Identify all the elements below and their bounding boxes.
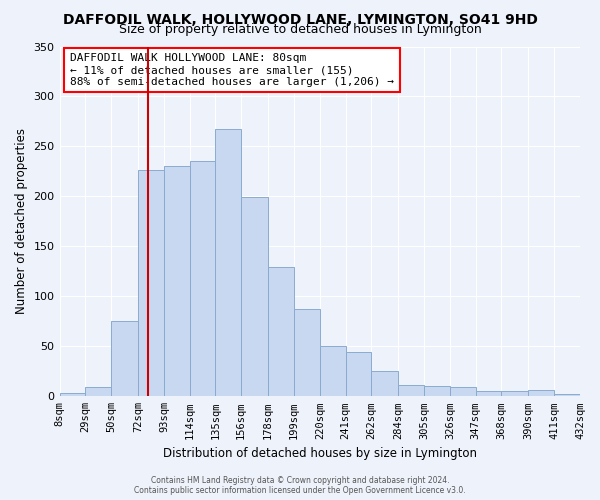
Bar: [241, 198, 268, 396]
Bar: [476, 392, 502, 396]
Bar: [424, 386, 450, 396]
Bar: [554, 394, 580, 396]
Bar: [138, 170, 164, 396]
Bar: [398, 386, 424, 396]
Text: Contains HM Land Registry data © Crown copyright and database right 2024.
Contai: Contains HM Land Registry data © Crown c…: [134, 476, 466, 495]
Text: DAFFODIL WALK, HOLLYWOOD LANE, LYMINGTON, SO41 9HD: DAFFODIL WALK, HOLLYWOOD LANE, LYMINGTON…: [62, 12, 538, 26]
Bar: [450, 388, 476, 396]
Bar: [320, 346, 346, 397]
Bar: [85, 388, 111, 396]
X-axis label: Distribution of detached houses by size in Lymington: Distribution of detached houses by size …: [163, 447, 477, 460]
Bar: [111, 322, 138, 396]
Bar: [215, 130, 241, 396]
Bar: [346, 352, 371, 397]
Bar: [164, 166, 190, 396]
Bar: [502, 392, 529, 396]
Y-axis label: Number of detached properties: Number of detached properties: [15, 128, 28, 314]
Bar: [529, 390, 554, 396]
Bar: [59, 394, 85, 396]
Text: DAFFODIL WALK HOLLYWOOD LANE: 80sqm
← 11% of detached houses are smaller (155)
8: DAFFODIL WALK HOLLYWOOD LANE: 80sqm ← 11…: [70, 54, 394, 86]
Bar: [268, 268, 294, 396]
Text: Size of property relative to detached houses in Lymington: Size of property relative to detached ho…: [119, 22, 481, 36]
Bar: [190, 162, 215, 396]
Bar: [294, 310, 320, 396]
Bar: [371, 372, 398, 396]
